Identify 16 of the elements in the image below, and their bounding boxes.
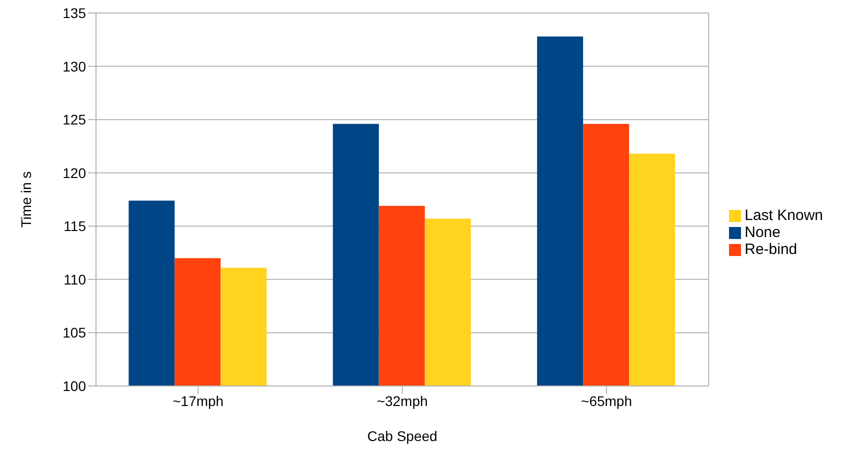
- y-tick-label: 135: [62, 4, 86, 21]
- legend-label: Last Known: [744, 206, 823, 224]
- y-tick-label: 115: [64, 218, 86, 234]
- x-tick-label: ~17mph: [172, 392, 224, 409]
- y-axis-title: Time in s: [18, 171, 34, 228]
- y-tick-label: 110: [64, 271, 86, 288]
- legend-label: None: [744, 224, 780, 240]
- x-tick-label: ~32mph: [376, 392, 428, 409]
- x-axis-title: Cab Speed: [367, 428, 438, 444]
- y-tick-label: 130: [62, 58, 86, 74]
- y-tick-label: 100: [62, 378, 86, 394]
- y-tick-label: 125: [62, 112, 86, 128]
- legend-label: Re-bind: [744, 240, 798, 258]
- x-tick-label: ~65mph: [581, 392, 632, 409]
- y-tick-label: 120: [62, 164, 86, 181]
- y-tick-label: 105: [62, 324, 86, 341]
